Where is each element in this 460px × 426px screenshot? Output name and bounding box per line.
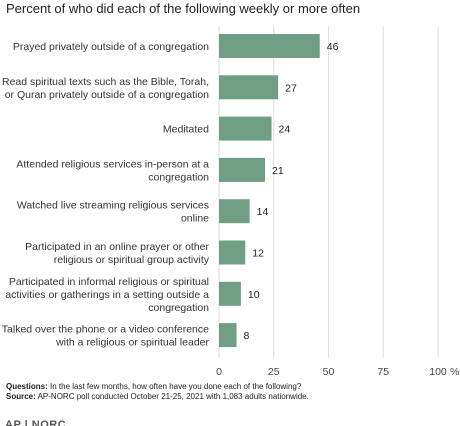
- bar: [219, 281, 241, 306]
- category-label: Prayed privately outside of a congregati…: [13, 41, 209, 53]
- data-label: 10: [248, 289, 260, 301]
- bar: [219, 116, 272, 141]
- questions-note: Questions: In the last few months, how o…: [6, 382, 302, 391]
- x-tick-label: 0: [216, 366, 222, 378]
- data-label: 21: [272, 165, 284, 177]
- category-label: Watched live streaming religious service…: [17, 200, 209, 225]
- category-label: Attended religious services in-person at…: [16, 158, 209, 183]
- data-label: 12: [252, 248, 264, 260]
- data-label: 8: [244, 330, 250, 342]
- ap-norc-logo: AP | NORC: [5, 419, 67, 426]
- data-label: 14: [257, 206, 269, 218]
- bar: [219, 240, 246, 265]
- chart-subtitle: Percent of who did each of the following…: [6, 1, 361, 16]
- bar: [219, 75, 279, 100]
- bar: [219, 157, 265, 182]
- chart-notes: Questions: In the last few months, how o…: [6, 382, 456, 402]
- bar: [219, 323, 237, 348]
- category-label: Meditated: [163, 124, 209, 136]
- bar: [219, 199, 250, 224]
- category-label: Participated in informal religious or sp…: [5, 276, 209, 314]
- x-tick-suffix: %: [450, 366, 459, 378]
- source-note: Source: AP-NORC poll conducted October 2…: [6, 392, 309, 401]
- category-label: Read spiritual texts such as the Bible, …: [2, 76, 209, 101]
- x-tick-label: 100: [429, 366, 447, 378]
- data-label: 46: [327, 41, 339, 53]
- x-tick-label: 50: [323, 366, 335, 378]
- data-label: 24: [279, 124, 291, 136]
- category-label: Talked over the phone or a video confere…: [2, 324, 210, 349]
- data-label: 27: [285, 82, 297, 94]
- bar-chart: 0 25 50 75 100 % 46 Prayed privately outside of…: [2, 26, 459, 378]
- category-label: Participated in an online prayer or othe…: [25, 241, 210, 266]
- x-tick-label: 25: [268, 366, 280, 378]
- x-tick-label: 75: [377, 366, 389, 378]
- bar: [219, 34, 320, 58]
